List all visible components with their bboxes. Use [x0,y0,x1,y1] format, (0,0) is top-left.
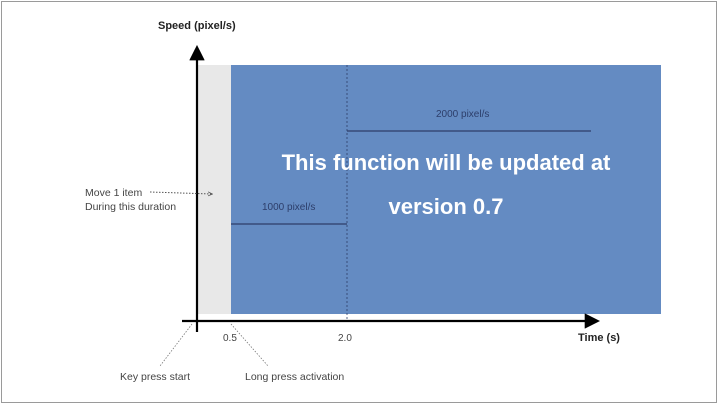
overlay-message-line1: This function will be updated at [282,150,611,175]
x-axis-title: Time (s) [578,332,620,344]
speed-label-2000: 2000 pixel/s [436,109,489,120]
move-one-item-duration-label: During this duration [85,201,176,213]
key-press-start-pointer [159,323,193,367]
single-item-period [197,65,231,314]
move-one-item-label: Move 1 item [85,187,142,199]
tick-label-2-0: 2.0 [338,333,352,344]
overlay-box [231,65,661,314]
long-press-activation-label: Long press activation [245,371,344,383]
overlay-message-line2: version 0.7 [389,194,504,219]
y-axis-title: Speed (pixel/s) [158,20,236,32]
speed-label-1000: 1000 pixel/s [262,202,315,213]
key-press-start-label: Key press start [120,371,190,383]
tick-label-0-5: 0.5 [223,333,237,344]
long-press-activation-pointer [230,323,269,367]
move-one-item-pointer [149,191,212,194]
